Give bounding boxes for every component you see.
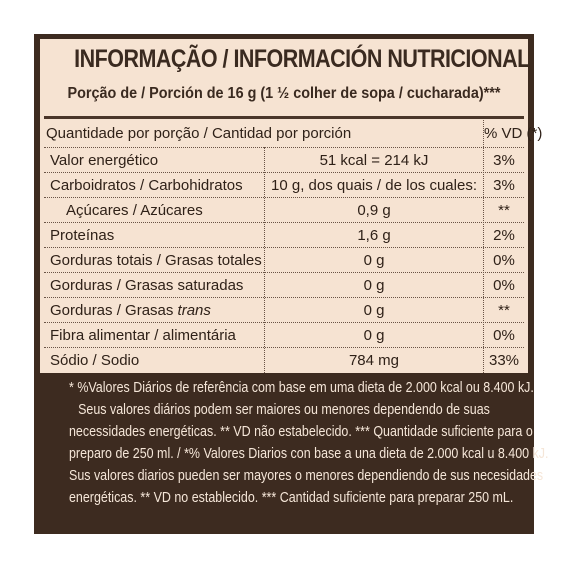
row-divider <box>44 172 524 173</box>
table-row-fiber: Fibra alimentar / alimentária 0 g 0% <box>44 324 524 347</box>
nutrient-amount: 1,6 g <box>357 227 391 244</box>
nutrient-name: Fibra alimentar / alimentária <box>50 327 236 344</box>
nutrient-amount: 51 kcal = 214 kJ <box>319 152 429 169</box>
nutrient-dv: 0% <box>493 327 515 344</box>
row-divider <box>44 347 524 348</box>
nutrient-dv: ** <box>498 202 510 219</box>
nutrient-amount: 10 g, dos quais / de los cuales: <box>271 177 477 194</box>
row-divider <box>44 197 524 198</box>
nutrient-dv: 0% <box>493 252 515 269</box>
row-divider <box>44 147 524 148</box>
footnote-line: Seus valores diários podem ser maiores o… <box>78 402 490 418</box>
nutrient-dv: 33% <box>488 352 520 369</box>
nutrient-name: Açúcares / Azúcares <box>66 202 203 219</box>
portion-size: Porção de / Porción de 16 g (1 ½ colher … <box>67 85 501 102</box>
nutrient-name: Gorduras / Grasas saturadas <box>50 277 244 294</box>
row-divider <box>44 272 524 273</box>
nutrient-name-prefix: Gorduras / Grasas <box>50 302 178 319</box>
footnote: * %Valores Diários de referência com bas… <box>34 377 549 509</box>
table-row-sugars: Açúcares / Azúcares 0,9 g ** <box>44 199 524 222</box>
nutrient-name: Sódio / Sodio <box>50 352 140 369</box>
table-header-row: Quantidade por porção / Cantidad por por… <box>44 122 543 145</box>
footnote-line: necessidades energéticas. ** VD não esta… <box>69 424 533 440</box>
nutrition-facts-label: INFORMAÇÃO / INFORMACIÓN NUTRICIONAL Por… <box>34 34 549 534</box>
row-divider <box>44 247 524 248</box>
nutrient-name-italic: trans <box>177 302 211 319</box>
table-row-energy: Valor energético 51 kcal = 214 kJ 3% <box>44 149 524 172</box>
label-title: INFORMAÇÃO / INFORMACIÓN NUTRICIONAL <box>74 45 530 73</box>
footnote-line: energéticas. ** VD no establecido. *** C… <box>69 490 514 506</box>
row-divider <box>44 297 524 298</box>
nutrient-dv: 2% <box>493 227 515 244</box>
top-divider <box>44 116 524 119</box>
table-row-sodium: Sódio / Sodio 784 mg 33% <box>44 349 524 372</box>
nutrient-dv: 3% <box>493 152 515 169</box>
nutrient-amount: 0 g <box>363 252 385 269</box>
nutrient-dv: 0% <box>493 277 515 294</box>
nutrient-amount: 0,9 g <box>357 202 391 219</box>
table-row-total-fat: Gorduras totais / Grasas totales 0 g 0% <box>44 249 524 272</box>
amount-column-divider <box>264 147 265 373</box>
nutrient-dv: 3% <box>493 177 515 194</box>
footnote-line: preparo de 250 ml. / *% Valores Diarios … <box>69 446 549 462</box>
table-row-carbohydrates: Carboidratos / Carbohidratos 10 g, dos q… <box>44 174 524 197</box>
table-row-trans-fat: Gorduras / Grasas trans 0 g ** <box>44 299 524 322</box>
row-divider <box>44 322 524 323</box>
nutrient-name: Proteínas <box>50 227 115 244</box>
nutrient-dv: ** <box>498 302 510 319</box>
table-row-proteins: Proteínas 1,6 g 2% <box>44 224 524 247</box>
nutrient-name: Valor energético <box>50 152 159 169</box>
row-divider <box>44 222 524 223</box>
nutrient-name: Gorduras totais / Grasas totales <box>50 252 262 269</box>
table-row-saturated-fat: Gorduras / Grasas saturadas 0 g 0% <box>44 274 524 297</box>
header-dv-label: % VD (*) <box>484 125 543 142</box>
dv-column-divider <box>483 120 484 373</box>
nutrition-panel: INFORMAÇÃO / INFORMACIÓN NUTRICIONAL Por… <box>40 39 543 373</box>
footnote-line: * %Valores Diários de referência com bas… <box>69 380 534 396</box>
header-quantity-label: Quantidade por porção / Cantidad por por… <box>46 125 352 142</box>
nutrient-amount: 0 g <box>363 277 385 294</box>
nutrition-table: Quantidade por porção / Cantidad por por… <box>44 120 543 373</box>
nutrient-amount: 0 g <box>363 302 385 319</box>
footnote-line: Sus valores diarios pueden ser mayores o… <box>69 468 544 484</box>
nutrient-name: Carboidratos / Carbohidratos <box>50 177 243 194</box>
nutrient-amount: 784 mg <box>348 352 400 369</box>
nutrient-name: Gorduras / Grasas trans <box>50 299 211 322</box>
nutrient-amount: 0 g <box>363 327 385 344</box>
